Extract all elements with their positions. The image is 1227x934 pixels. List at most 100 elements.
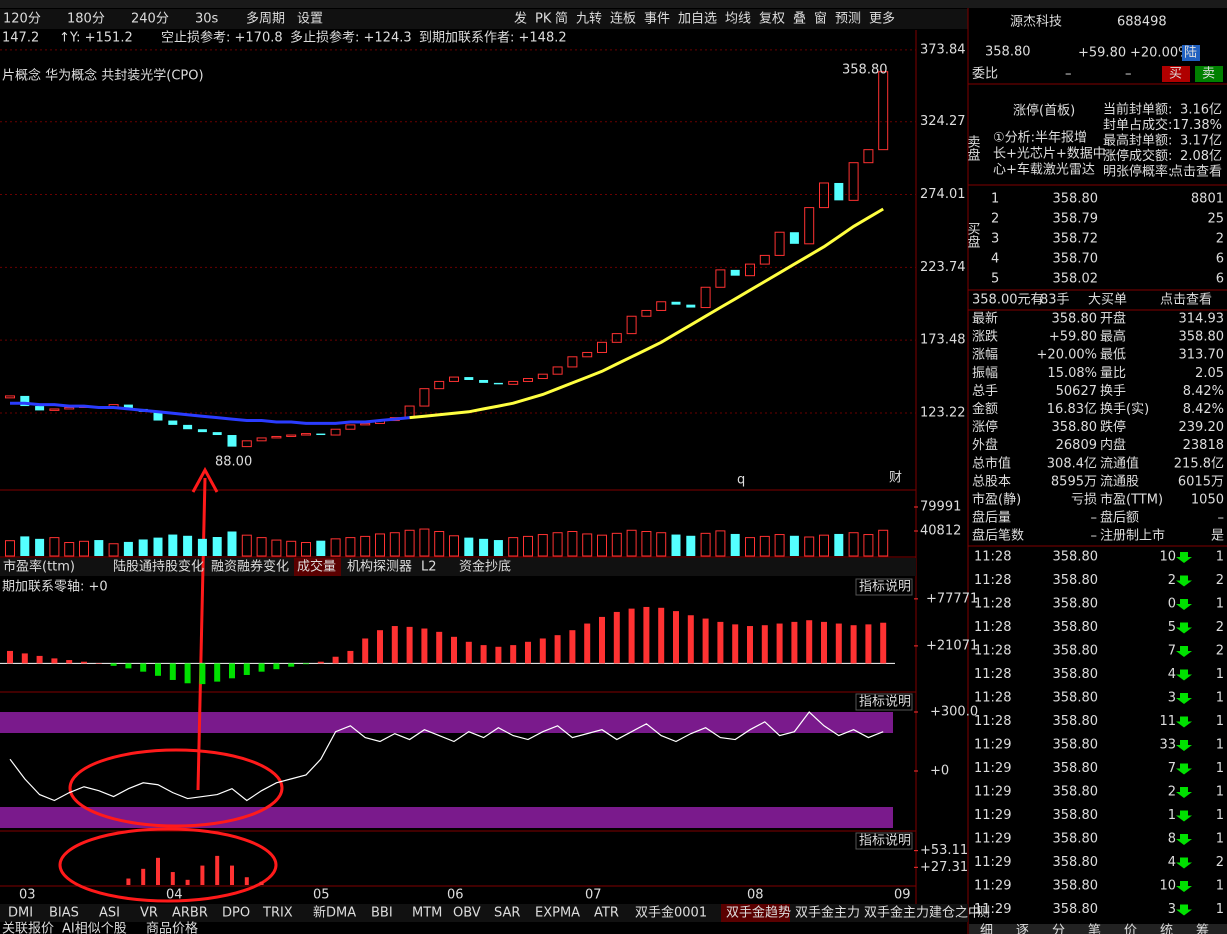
volume-bar xyxy=(286,540,297,557)
trade-price: 358.80 xyxy=(1053,620,1099,635)
quote-value: 6015万 xyxy=(1178,474,1224,489)
quote-value: 16.83亿 xyxy=(1047,402,1097,417)
trade-count: 1 xyxy=(1216,667,1224,682)
down-arrow xyxy=(1176,834,1192,845)
trade-count: 1 xyxy=(1216,785,1224,800)
volume-bar xyxy=(5,540,15,557)
book-volume: 8801 xyxy=(1191,192,1224,207)
candle xyxy=(759,254,770,265)
volume-bar xyxy=(256,537,267,557)
volume-bar xyxy=(804,536,815,557)
y-tick-label: +21071 xyxy=(926,638,978,653)
candle xyxy=(819,182,829,209)
trade-time: 11:28 xyxy=(974,620,1011,635)
trade-time: 11:28 xyxy=(974,550,1011,565)
candle xyxy=(834,182,844,201)
macd-bar xyxy=(81,661,87,664)
bottom-tab: ATR xyxy=(594,906,619,921)
volume-bar xyxy=(759,535,770,557)
lower-bar xyxy=(215,855,220,885)
x-tick-label: 04 xyxy=(166,888,183,903)
candle xyxy=(745,263,755,277)
trade-time: 11:28 xyxy=(974,667,1011,682)
trade-volume: 4 xyxy=(1168,667,1176,682)
indicator-tab: 市盈率(ttm) xyxy=(3,559,75,575)
volume-bar xyxy=(153,537,163,556)
bottom-tab: DMI xyxy=(8,906,33,921)
quote-label: 注册制上市 xyxy=(1100,528,1165,544)
macd-bar xyxy=(850,625,857,664)
bottom-tab: 双手金0001 xyxy=(635,905,707,921)
y-tick-label: 173.48 xyxy=(920,333,966,348)
stat-label: 当前封单额: xyxy=(1103,102,1172,118)
osc-line xyxy=(9,711,884,802)
bottom-tab: TRIX xyxy=(262,906,293,921)
side-tab: 价 xyxy=(1124,924,1137,934)
lower-bar xyxy=(185,879,190,885)
trade-time: 11:28 xyxy=(974,644,1011,659)
macd-bar xyxy=(495,646,502,664)
analysis: 心+车载激光雷达 xyxy=(993,162,1095,178)
quote-label: 开盘 xyxy=(1100,311,1126,327)
lower-bar xyxy=(126,878,131,885)
x-tick-label: 07 xyxy=(585,888,602,903)
trade-time: 11:29 xyxy=(974,785,1011,800)
y-tick-label: +77771 xyxy=(926,591,978,606)
book-price: 358.80 xyxy=(1053,192,1099,207)
volume-bar xyxy=(449,535,459,557)
side-tab: 笔 xyxy=(1088,923,1101,934)
buy-btn xyxy=(1162,66,1190,82)
candle xyxy=(686,304,696,308)
trade-price: 358.80 xyxy=(1053,644,1099,659)
y-tick-label: 40812 xyxy=(920,523,961,538)
volume-bar xyxy=(656,532,667,557)
x-tick-label: 08 xyxy=(747,888,764,903)
volume-bar xyxy=(301,542,311,557)
candle xyxy=(449,376,459,382)
candle xyxy=(49,408,60,411)
macd-bar xyxy=(36,655,43,664)
book-level: 3 xyxy=(991,232,999,247)
candle xyxy=(700,286,711,309)
trade-volume: 4 xyxy=(1168,855,1176,870)
y-tick-label: +53.11 xyxy=(920,843,968,858)
lower-bar xyxy=(200,865,205,885)
candle xyxy=(626,315,637,335)
volume-bar xyxy=(715,530,726,557)
book-volume: 6 xyxy=(1216,252,1224,267)
indicator-tab: 成交量 xyxy=(297,559,336,575)
candle xyxy=(537,373,548,380)
quote-label: 市盈(TTM) xyxy=(1100,492,1163,508)
macd-bar xyxy=(421,628,428,664)
side-tab: 分 xyxy=(1052,924,1065,934)
big-order: 83手 xyxy=(1040,293,1070,308)
explain-box xyxy=(855,693,913,711)
down-arrow xyxy=(1176,622,1192,634)
candle xyxy=(656,301,667,311)
big-order: 358.00元有 xyxy=(972,293,1044,308)
quote-label: 流通值 xyxy=(1100,455,1139,471)
volume-bar xyxy=(419,528,430,557)
quote-label: 总手 xyxy=(972,384,998,399)
candle xyxy=(345,424,356,430)
price: 358.80 xyxy=(985,45,1031,60)
trade-count: 1 xyxy=(1216,691,1224,706)
volume-bar xyxy=(241,534,252,557)
macd-bar xyxy=(569,630,576,664)
candle xyxy=(153,411,163,421)
volume-bar xyxy=(404,529,415,557)
trade-time: 11:29 xyxy=(974,761,1011,776)
x-tick-label: 09 xyxy=(894,888,911,903)
explain-box xyxy=(855,578,913,596)
quote-value: 358.80 xyxy=(1052,312,1098,327)
volume-bar xyxy=(745,537,755,557)
limit-title: 涨停(首板) xyxy=(1013,103,1075,119)
down-arrow xyxy=(1176,857,1192,869)
concepts: 片概念 华为概念 共封装光学(CPO) xyxy=(2,68,204,84)
macd-bar xyxy=(362,638,369,664)
quote-label: 外盘 xyxy=(972,437,998,453)
y-tick-label: 123.22 xyxy=(920,405,966,420)
low-label: 88.00 xyxy=(215,455,252,470)
bottom-tab: ASI xyxy=(99,906,120,921)
